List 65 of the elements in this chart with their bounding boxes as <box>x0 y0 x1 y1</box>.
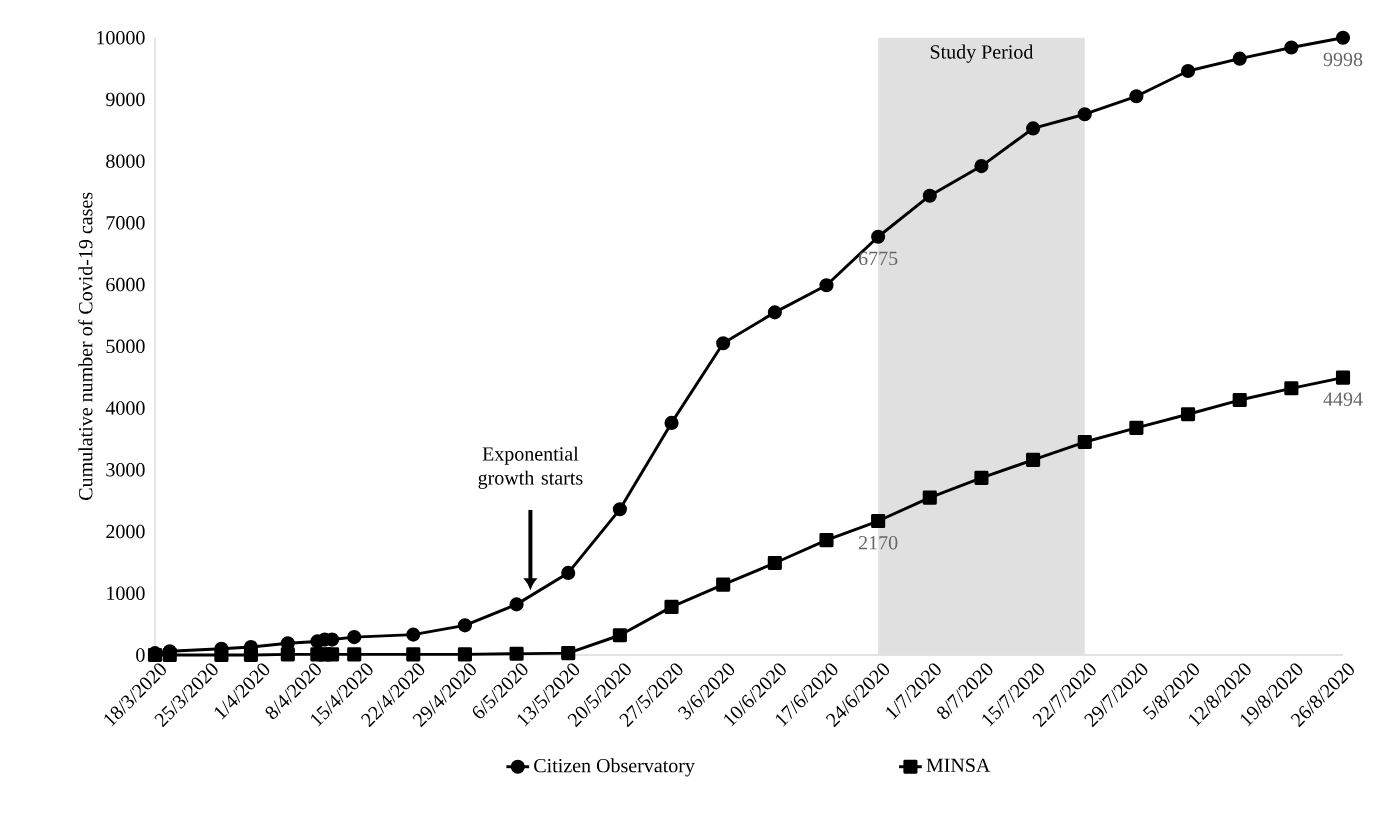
point <box>1284 40 1299 55</box>
point <box>1129 420 1144 435</box>
data-label: 4494 <box>1323 392 1363 406</box>
data-label: 2170 <box>859 535 898 550</box>
point <box>1026 452 1041 467</box>
y-tick-label: 9000 <box>106 92 145 107</box>
point <box>612 628 627 643</box>
point <box>922 490 937 505</box>
y-tick-label: 5000 <box>106 339 145 354</box>
point <box>871 229 886 244</box>
legend-label: MINSA <box>926 758 991 773</box>
point <box>612 502 627 517</box>
point <box>1335 30 1351 45</box>
point <box>214 647 229 663</box>
y-axis-title: Cumulative number of Covid-19 cases <box>78 192 93 500</box>
point <box>561 565 576 580</box>
data-label: 6775 <box>859 251 898 266</box>
point <box>974 159 989 174</box>
point <box>1129 89 1144 104</box>
y-tick-label: 6000 <box>106 277 145 292</box>
point <box>347 647 362 662</box>
y-tick-label: 2000 <box>106 524 145 539</box>
point <box>347 630 362 645</box>
y-tick-label: 4000 <box>105 401 145 415</box>
point <box>1180 63 1196 79</box>
point <box>325 647 340 662</box>
point <box>406 647 421 662</box>
point <box>922 188 937 203</box>
point <box>1335 370 1351 385</box>
point <box>457 618 472 633</box>
point <box>509 597 524 612</box>
y-tick-label: 3000 <box>106 463 145 477</box>
point <box>664 599 679 614</box>
annotation: Exponential growth starts <box>478 446 583 489</box>
point <box>457 647 472 662</box>
y-tick-label: 7000 <box>106 216 145 230</box>
point <box>767 305 782 320</box>
point <box>561 646 576 661</box>
point <box>819 278 834 293</box>
point <box>871 513 886 529</box>
point <box>1077 107 1092 122</box>
point <box>243 647 258 663</box>
point <box>1077 434 1092 450</box>
point <box>1232 51 1247 66</box>
band-label: Study Period <box>930 44 1034 63</box>
y-tick-label: 8000 <box>106 154 145 168</box>
point <box>716 577 731 592</box>
point <box>1026 121 1041 136</box>
point <box>1284 381 1299 396</box>
point <box>664 415 679 430</box>
point <box>716 336 731 351</box>
point <box>1180 407 1196 422</box>
point <box>819 533 834 548</box>
point <box>406 627 421 642</box>
legend-label: Citizen Observatory <box>534 758 695 777</box>
point <box>974 470 989 485</box>
point <box>509 646 524 661</box>
point <box>280 647 295 662</box>
point <box>1232 392 1247 408</box>
point <box>767 555 782 571</box>
y-tick-label: 0 <box>136 648 145 662</box>
data-label: 9998 <box>1323 52 1363 67</box>
point <box>162 647 177 663</box>
y-tick-label: 10000 <box>97 30 145 45</box>
y-tick-label: 1000 <box>107 586 145 601</box>
